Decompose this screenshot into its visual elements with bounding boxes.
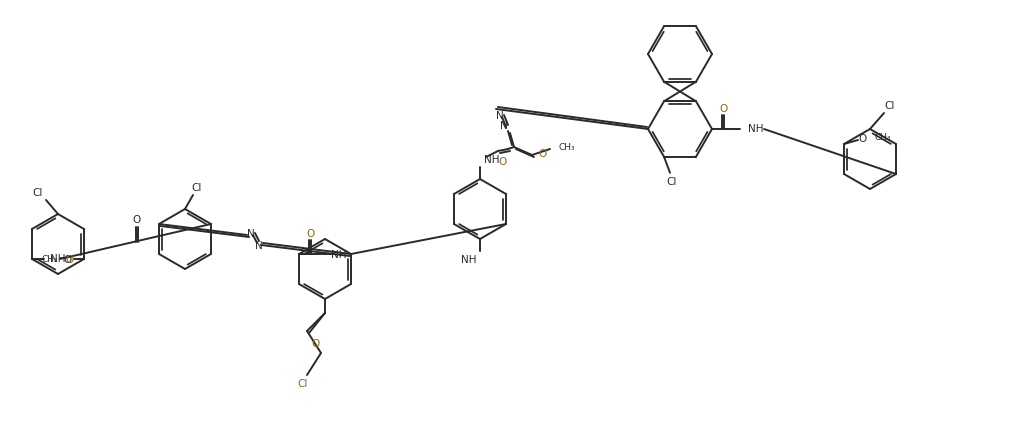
Text: N: N <box>247 228 255 239</box>
Text: O: O <box>858 134 866 144</box>
Text: O: O <box>719 104 728 114</box>
Text: NH: NH <box>331 249 347 259</box>
Text: N: N <box>500 121 508 131</box>
Text: CH₃: CH₃ <box>874 132 891 141</box>
Text: CH₃: CH₃ <box>558 143 574 152</box>
Text: Cl: Cl <box>33 187 43 198</box>
Text: CH₃: CH₃ <box>41 255 58 264</box>
Text: O: O <box>66 254 74 265</box>
Text: Cl: Cl <box>191 183 202 193</box>
Text: O: O <box>133 215 141 225</box>
Text: NH: NH <box>748 124 764 134</box>
Text: Cl: Cl <box>885 101 895 111</box>
Text: O: O <box>306 228 314 239</box>
Text: NH: NH <box>50 253 66 263</box>
Text: N: N <box>255 240 262 250</box>
Text: O: O <box>311 338 319 348</box>
Text: O: O <box>498 157 506 167</box>
Text: NH: NH <box>461 254 476 265</box>
Text: Cl: Cl <box>667 176 677 186</box>
Text: NH: NH <box>484 155 499 164</box>
Text: N: N <box>496 111 504 121</box>
Text: O: O <box>538 149 546 158</box>
Text: O: O <box>64 254 72 265</box>
Text: Cl: Cl <box>297 378 309 388</box>
